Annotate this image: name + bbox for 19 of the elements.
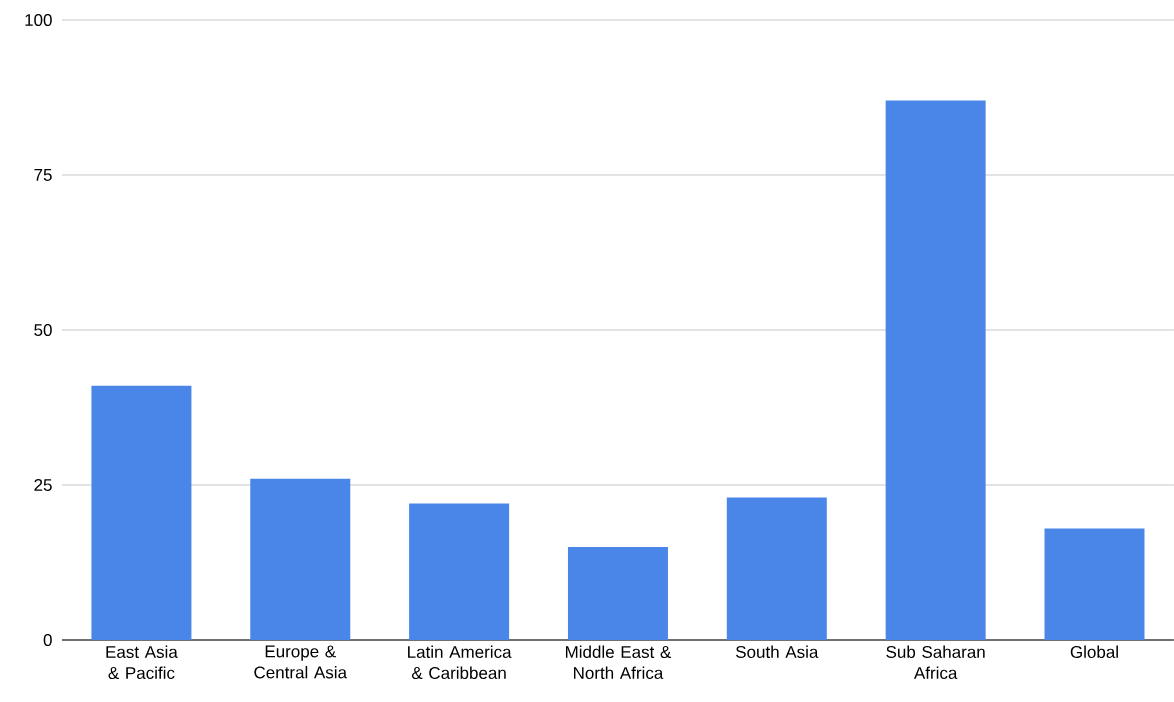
bar bbox=[1044, 528, 1145, 640]
bar bbox=[91, 385, 192, 640]
y-tick-label: 50 bbox=[34, 323, 52, 337]
y-tick-label: 100 bbox=[25, 13, 52, 27]
y-tick-label: 75 bbox=[34, 169, 52, 181]
bar bbox=[409, 503, 510, 640]
x-tick-label: Middle East & North Africa bbox=[565, 645, 672, 680]
bar bbox=[250, 478, 351, 640]
bar bbox=[726, 497, 827, 640]
y-tick-label: 25 bbox=[34, 478, 52, 492]
x-tick-label: South Asia bbox=[735, 645, 819, 659]
bar bbox=[885, 100, 986, 640]
y-tick-label: 0 bbox=[43, 633, 52, 647]
x-tick-label: Global bbox=[1070, 645, 1118, 659]
x-tick-label: East Asia & Pacific bbox=[106, 645, 178, 680]
bar bbox=[567, 547, 668, 640]
x-tick-label: Latin America & Caribbean bbox=[408, 645, 512, 680]
x-tick-label: Sub Saharan Africa bbox=[886, 645, 985, 680]
x-tick-label: Europe & Central Asia bbox=[254, 645, 348, 679]
